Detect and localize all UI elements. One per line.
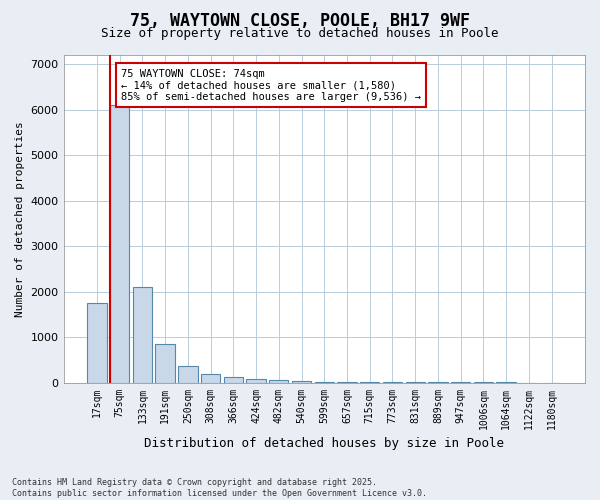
Text: 75 WAYTOWN CLOSE: 74sqm
← 14% of detached houses are smaller (1,580)
85% of semi: 75 WAYTOWN CLOSE: 74sqm ← 14% of detache… [121, 68, 421, 102]
Bar [87, 303, 107, 382]
Bar [110, 105, 130, 382]
Bar [201, 374, 220, 382]
Y-axis label: Number of detached properties: Number of detached properties [15, 121, 25, 316]
Bar [133, 287, 152, 382]
Bar [224, 377, 243, 382]
Bar [155, 344, 175, 383]
Bar [292, 381, 311, 382]
Bar [178, 366, 197, 382]
X-axis label: Distribution of detached houses by size in Poole: Distribution of detached houses by size … [144, 437, 504, 450]
Text: 75, WAYTOWN CLOSE, POOLE, BH17 9WF: 75, WAYTOWN CLOSE, POOLE, BH17 9WF [130, 12, 470, 30]
Bar [269, 380, 289, 382]
Bar [247, 380, 266, 382]
Text: Contains HM Land Registry data © Crown copyright and database right 2025.
Contai: Contains HM Land Registry data © Crown c… [12, 478, 427, 498]
Text: Size of property relative to detached houses in Poole: Size of property relative to detached ho… [101, 28, 499, 40]
